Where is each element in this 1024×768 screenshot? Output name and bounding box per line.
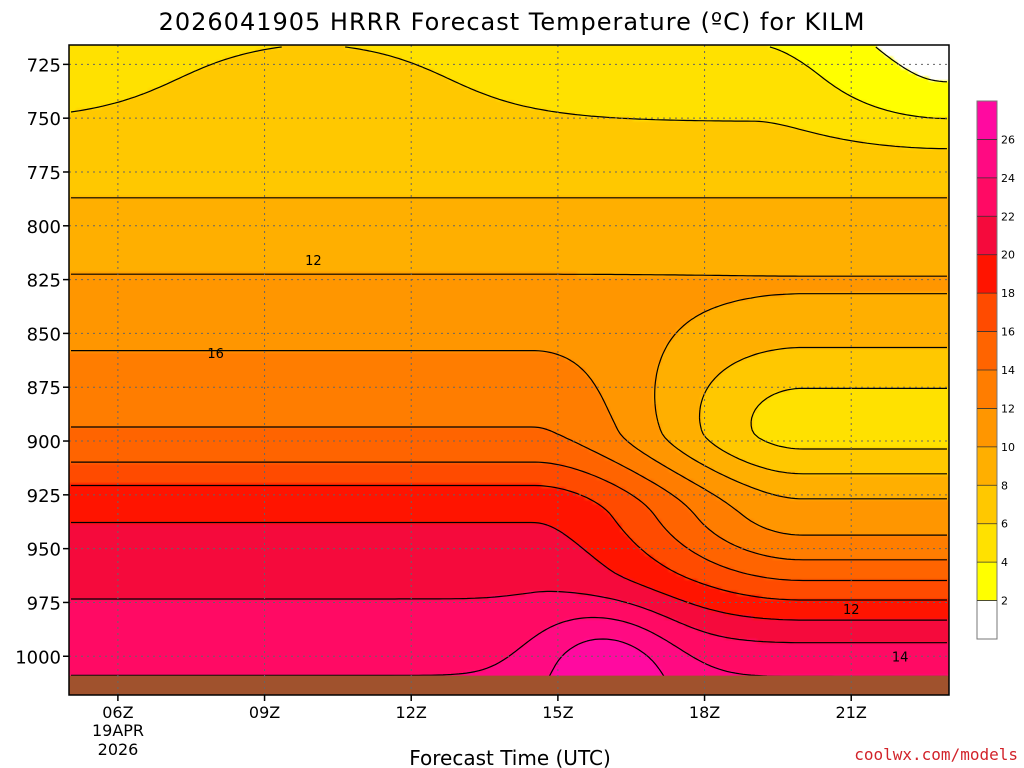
x-tick-label: 18Z [689,703,720,722]
colorbar-tick-label: 10 [1001,441,1015,454]
y-tick-label: 800 [27,217,61,238]
contour-lines [70,46,948,694]
colorbar-band [977,216,997,255]
ground-band [69,675,949,695]
contour-14 [71,426,947,561]
contour-label: 14 [892,650,909,665]
contour-8 [71,197,947,475]
x-tick-label: 06Z [102,703,133,722]
x-tick-label: 12Z [396,703,427,722]
x-axis: 06Z 09Z 12Z 15Z 18Z 21Z [102,695,867,722]
x-tick-label: 15Z [542,703,573,722]
contour-16 [71,461,947,582]
colorbar-band [977,408,997,447]
gridlines [69,45,949,695]
x-axis-label: Forecast Time (UTC) [409,746,611,768]
y-tick-label: 950 [27,540,61,561]
colorbar-tick-label: 6 [1001,518,1008,531]
contour-10 [71,273,947,500]
y-tick-label: 900 [27,432,61,453]
colorbar-tick-label: 20 [1001,249,1015,262]
date-label-2: 2026 [98,740,139,759]
colorbar-tick-label: 12 [1001,402,1015,415]
colorbar-band [977,523,997,563]
colorbar-tick-label: 4 [1001,556,1008,569]
colorbar-tick-label: 14 [1001,364,1015,377]
y-tick-label: 925 [27,486,61,507]
contour-labels: 12 16 12 14 [207,254,908,665]
colorbar-band [977,139,997,178]
colorbar-band [977,562,997,601]
x-tick-label: 09Z [249,703,280,722]
colorbar-tick-label: 16 [1001,326,1015,339]
heatmap-layer [69,45,949,695]
y-tick-label: 775 [27,163,61,184]
contour-12 [71,350,947,536]
colorbar-band [977,101,997,140]
contour-4 [769,46,948,120]
temperature-field [69,45,949,695]
y-axis: 725 750 775 800 825 850 875 900 925 950 975 1000 [15,55,69,668]
contour-6 [70,46,948,450]
colorbar-tick-label: 26 [1001,133,1015,146]
y-tick-label: 750 [27,109,61,130]
contour-label: 16 [207,347,224,362]
colorbar-tick-label: 8 [1001,479,1008,492]
colorbar-tick-label: 2 [1001,595,1008,608]
y-tick-label: 825 [27,271,61,292]
colorbar-tick-label: 24 [1001,172,1015,185]
contour-22 [71,590,947,644]
y-tick-label: 875 [27,378,61,399]
chart-title: 2026041905 HRRR Forecast Temperature (ºC… [159,8,866,36]
colorbar-band [977,600,997,639]
x-tick-label: 21Z [836,703,867,722]
contour-2 [875,46,948,83]
colorbar-band [977,177,997,217]
contour-18 [71,484,947,601]
plot-frame [68,44,950,696]
colorbar-band [977,293,997,332]
contour-20 [71,521,947,621]
date-label-1: 19APR [92,721,144,740]
colorbar-band [977,254,997,294]
colorbar-band [977,446,997,486]
colorbar-tick-label: 18 [1001,287,1015,300]
credit-text: coolwx.com/models [854,745,1018,764]
y-tick-label: 975 [27,593,61,614]
y-tick-label: 850 [27,324,61,345]
y-tick-label: 725 [27,55,61,76]
colorbar-band [977,331,997,370]
colorbar-band [977,485,997,524]
colorbar-tick-label: 22 [1001,210,1015,223]
y-tick-label: 1000 [15,647,61,668]
contour-label: 12 [305,254,322,269]
contour-label: 12 [843,603,860,618]
colorbar-band [977,370,997,409]
